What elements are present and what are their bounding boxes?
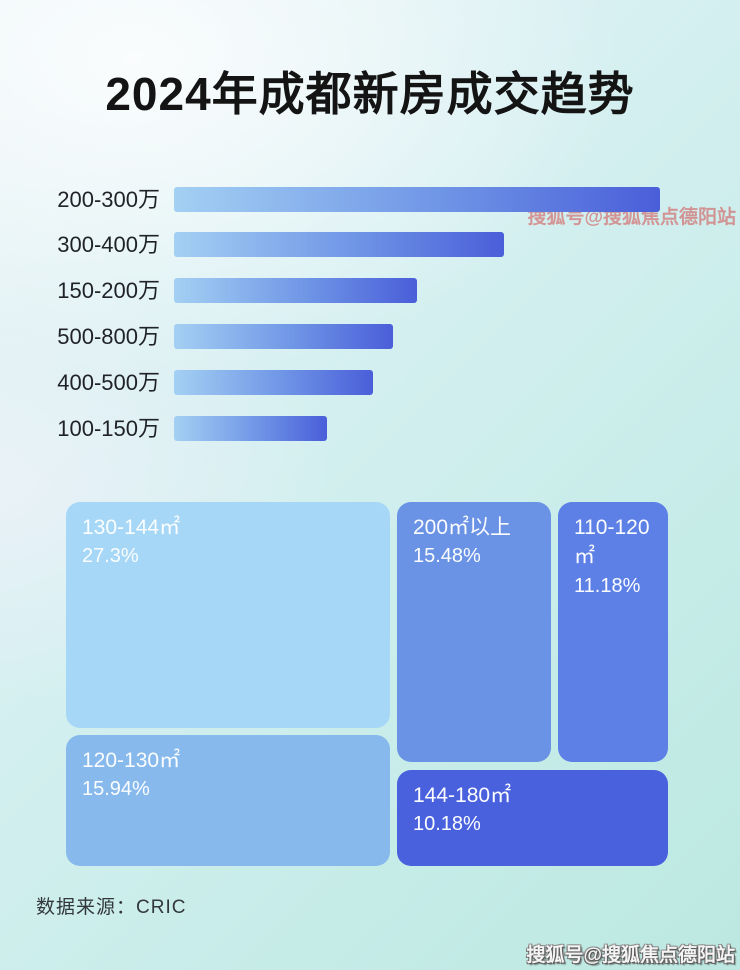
tile-range-label: 144-180㎡	[413, 784, 512, 807]
treemap-tile-144-180: 144-180㎡ 10.18%	[397, 770, 668, 866]
treemap-tile-200-plus: 200㎡以上 15.48%	[397, 502, 551, 762]
tile-percent-label: 11.18%	[574, 574, 641, 597]
data-source-caption: 数据来源：CRIC	[36, 897, 187, 918]
bar-row: 100-150万	[0, 416, 740, 442]
treemap-tile-120-130: 120-130㎡ 15.94%	[66, 735, 390, 866]
bar-label: 400-500万	[57, 370, 160, 395]
bar-track	[174, 324, 660, 350]
bar-track	[174, 370, 660, 396]
bar-label: 200-300万	[57, 187, 160, 212]
bar-row: 300-400万	[0, 232, 740, 258]
bar	[174, 416, 328, 441]
tile-percent-label: 27.3%	[82, 545, 139, 568]
bar-track	[174, 187, 660, 213]
area-size-treemap: 130-144㎡ 27.3% 120-130㎡ 15.94% 200㎡以上 15…	[66, 502, 668, 866]
bar	[174, 324, 393, 349]
bar-row: 400-500万	[0, 370, 740, 396]
bar-label: 150-200万	[57, 278, 160, 303]
page-title: 2024年成都新房成交趋势	[105, 67, 635, 120]
sohu-watermark-red: 搜狐号@搜狐焦点德阳站	[527, 207, 736, 228]
tile-percent-label: 15.48%	[413, 545, 481, 568]
tile-range-label: 200㎡以上	[413, 516, 512, 539]
bar-row: 500-800万	[0, 324, 740, 350]
bar	[174, 278, 417, 303]
bar	[174, 187, 660, 212]
tile-range-label: 130-144㎡	[82, 516, 181, 539]
bar	[174, 370, 374, 395]
bar-track	[174, 278, 660, 304]
bar-track	[174, 232, 660, 258]
bar-row: 150-200万	[0, 278, 740, 304]
bar-row: 200-300万	[0, 187, 740, 213]
tile-percent-label: 15.94%	[82, 778, 150, 801]
tile-range-label: 120-130㎡	[82, 749, 181, 772]
treemap-tile-110-120: 110-120㎡ 11.18%	[558, 502, 668, 762]
treemap-tile-130-144: 130-144㎡ 27.3%	[66, 502, 390, 728]
bar-label: 300-400万	[57, 232, 160, 257]
bar-label: 500-800万	[57, 324, 160, 349]
bar	[174, 232, 505, 257]
bar-label: 100-150万	[57, 416, 160, 441]
bar-track	[174, 416, 660, 442]
sohu-watermark-bottom: 搜狐号@搜狐焦点德阳站	[526, 945, 735, 966]
tile-range-label: 110-120㎡	[574, 516, 650, 569]
tile-percent-label: 10.18%	[413, 813, 481, 836]
